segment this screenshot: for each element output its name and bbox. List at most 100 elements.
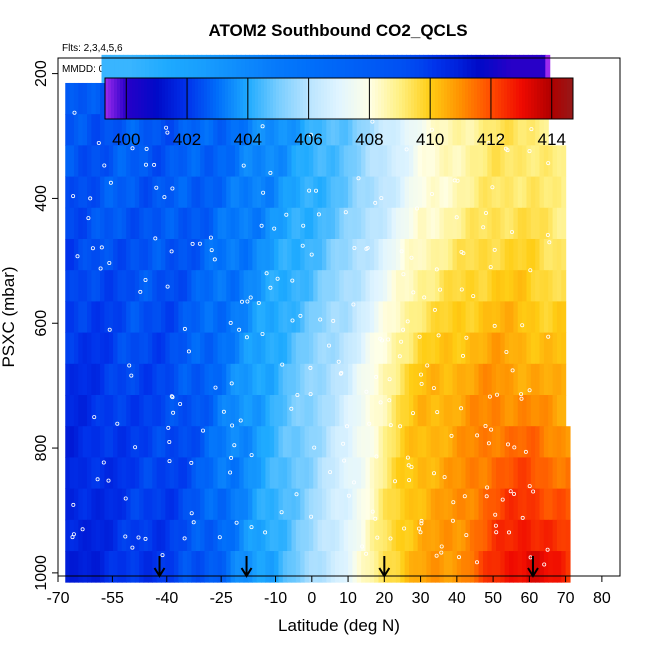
heatmap-cell — [87, 207, 92, 240]
heatmap-cell — [100, 270, 106, 302]
heatmap-cell — [501, 54, 507, 83]
heatmap-cell — [522, 238, 528, 271]
colorbar-swatch — [480, 78, 484, 119]
heatmap-cell — [365, 301, 371, 333]
colorbar-swatch — [267, 78, 271, 119]
heatmap-cell — [552, 332, 558, 365]
heatmap-cell — [348, 114, 354, 146]
heatmap-cell — [408, 519, 414, 552]
heatmap-cell — [195, 551, 201, 583]
heatmap-cell — [406, 54, 412, 83]
heatmap-cell — [339, 488, 345, 521]
heatmap-cell — [308, 207, 314, 240]
sample-point — [418, 530, 423, 535]
colorbar-swatch — [444, 78, 448, 119]
heatmap-cell — [417, 457, 423, 490]
heatmap-cell — [162, 54, 168, 83]
heatmap-cell — [213, 270, 219, 302]
heatmap-cell — [139, 426, 145, 458]
heatmap-cell — [422, 145, 427, 177]
heatmap-cell — [256, 207, 262, 240]
heatmap-cell — [282, 238, 288, 271]
heatmap-cell — [243, 301, 249, 333]
heatmap-cell — [365, 551, 371, 583]
heatmap-cell — [314, 54, 320, 83]
heatmap-cell — [356, 238, 362, 271]
heatmap-cell — [321, 207, 327, 240]
colorbar-tick-label: 408 — [355, 130, 383, 149]
sample-point — [519, 396, 524, 401]
heatmap-cell — [108, 488, 114, 521]
heatmap-cell — [514, 54, 520, 83]
heatmap-cell — [530, 426, 536, 458]
colorbar-swatch — [468, 78, 472, 119]
heatmap-cell — [456, 395, 462, 427]
heatmap-cell — [126, 488, 132, 521]
heatmap-cell — [326, 332, 332, 365]
heatmap-cell — [100, 457, 106, 490]
colorbar-swatch — [291, 78, 295, 119]
sample-point — [80, 527, 85, 532]
heatmap-cell — [327, 54, 333, 83]
heatmap-cell — [308, 426, 314, 458]
heatmap-cell — [313, 145, 319, 177]
heatmap-cell — [221, 395, 227, 427]
heatmap-cell — [174, 114, 179, 146]
heatmap-cell — [487, 114, 493, 146]
heatmap-cell — [191, 301, 197, 333]
heatmap-cell — [443, 488, 449, 521]
heatmap-cell — [126, 363, 132, 396]
heatmap-cell — [226, 270, 232, 302]
heatmap-cell — [365, 145, 371, 177]
heatmap-cell — [230, 238, 236, 271]
heatmap-cell — [82, 301, 88, 333]
heatmap-cell — [178, 457, 184, 490]
heatmap-cell — [556, 176, 562, 209]
heatmap-cell — [78, 488, 84, 521]
heatmap-cell — [513, 207, 519, 240]
heatmap-cell — [526, 238, 532, 271]
heatmap-cell — [313, 114, 319, 146]
heatmap-cell — [404, 551, 410, 583]
heatmap-cell — [374, 145, 380, 177]
heatmap-cell — [121, 301, 127, 333]
heatmap-cell — [382, 332, 388, 365]
sample-point — [432, 307, 437, 312]
heatmap-cell — [226, 426, 232, 458]
heatmap-cell — [174, 426, 179, 458]
heatmap-cell — [335, 363, 340, 396]
heatmap-cell — [506, 54, 512, 83]
heatmap-cell — [439, 519, 445, 552]
heatmap-cell — [484, 54, 490, 83]
heatmap-cell — [256, 114, 262, 146]
heatmap-cell — [452, 519, 458, 552]
heatmap-cell — [469, 395, 475, 427]
sample-point — [485, 485, 490, 490]
sample-point — [106, 478, 111, 483]
colorbar-swatch — [192, 78, 196, 119]
heatmap-cell — [339, 145, 345, 177]
heatmap-cell — [469, 176, 475, 209]
heatmap-cell — [174, 238, 179, 271]
heatmap-cell — [291, 114, 297, 146]
heatmap-cell — [500, 238, 506, 271]
colorbar-swatch — [117, 78, 121, 119]
heatmap-cell — [561, 145, 567, 177]
heatmap-cell — [496, 301, 501, 333]
heatmap-cell — [95, 488, 101, 521]
heatmap-cell — [278, 207, 284, 240]
sample-point — [339, 370, 344, 375]
sample-point — [308, 132, 313, 137]
heatmap-cell — [435, 551, 441, 583]
heatmap-cell — [278, 551, 284, 583]
colorbar-swatch — [129, 78, 133, 119]
heatmap-cell — [539, 301, 545, 333]
heatmap-cell — [117, 145, 123, 177]
heatmap-cell — [152, 363, 158, 396]
heatmap-cell — [152, 488, 158, 521]
heatmap-cell — [295, 551, 301, 583]
heatmap-cell — [482, 114, 488, 146]
heatmap-cell — [321, 114, 327, 146]
heatmap-cell — [330, 332, 336, 365]
sample-point — [313, 188, 318, 193]
